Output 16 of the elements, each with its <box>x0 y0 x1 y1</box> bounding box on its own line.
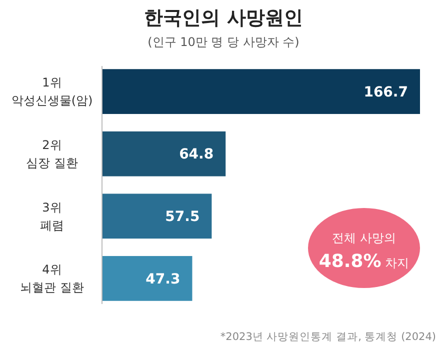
bar <box>102 194 212 239</box>
bar <box>102 69 420 114</box>
y-tick-label: 1위 악성신생물(암) <box>11 76 93 108</box>
data-label: 57.5 <box>165 209 200 226</box>
chart-subtitle: (인구 10만 명 당 사망자 수) <box>148 35 300 49</box>
data-label: 166.7 <box>364 84 408 100</box>
text: *2023년 사망원인통계 결과, 통계청 (2024) <box>220 331 436 343</box>
data-label: 47.3 <box>146 271 180 288</box>
data-label: 64.8 <box>179 146 214 163</box>
bar <box>102 131 226 176</box>
y-tick-label: 2위 심장 질환 <box>26 138 78 170</box>
chart-title: 한국인의 사망원인 <box>144 7 303 29</box>
annotation: 전체 사망의 48.8% 차지 <box>318 231 410 272</box>
y-tick-label: 4위 뇌혈관 질환 <box>20 262 84 295</box>
y-tick-label: 3위 폐렴 <box>40 200 64 232</box>
bar <box>102 256 192 301</box>
